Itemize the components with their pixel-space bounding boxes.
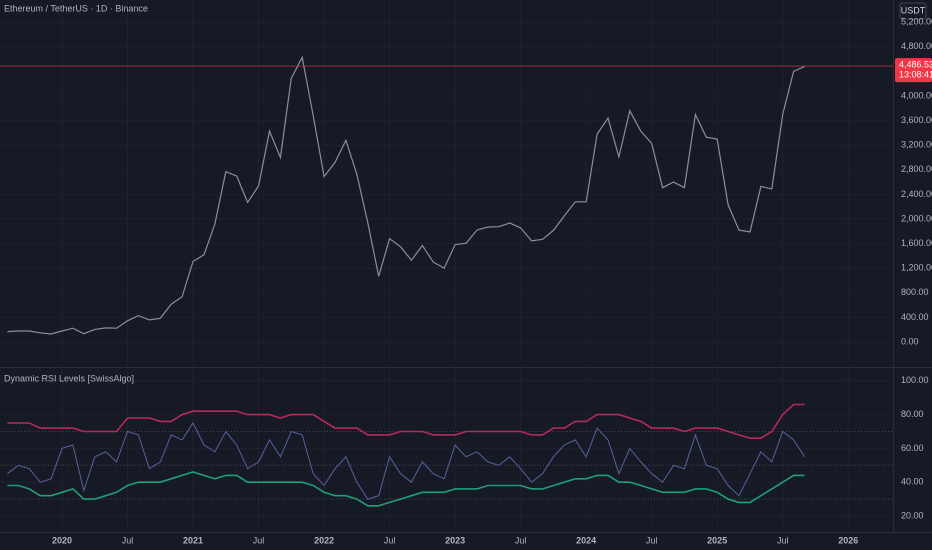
last-price-label: 4,486.53 [899, 59, 932, 69]
x-tick-label: 2024 [576, 535, 596, 545]
grid [0, 430, 893, 500]
x-tick-label: 2023 [445, 535, 465, 545]
marks [7, 55, 806, 507]
y-tick-label: 0.00 [901, 336, 919, 346]
y-tick-label: 4,800.00 [901, 41, 932, 51]
x-tick-label: 2020 [52, 535, 72, 545]
x-tick-label: 2025 [707, 535, 727, 545]
y-tick-label: 20.00 [901, 510, 924, 520]
y-tick-label: 2,800.00 [901, 164, 932, 174]
x-tick-label: Jul [384, 535, 396, 545]
y-tick-label: 3,600.00 [901, 115, 932, 125]
series-line [7, 403, 805, 439]
y-tick-label: 60.00 [901, 443, 924, 453]
y-tick-label: 5,200.00 [901, 17, 932, 27]
x-tick-label: Jul [122, 535, 134, 545]
x-tick-label: Jul [253, 535, 265, 545]
y-tick-label: 3,200.00 [901, 140, 932, 150]
y-tick-label: 800.00 [901, 287, 929, 297]
y-tick-label: 100.00 [901, 375, 929, 385]
x-tick-label: Jul [646, 535, 658, 545]
series-line [7, 421, 806, 500]
x-tick-label: 2021 [183, 535, 203, 545]
y-tick-label: 4,000.00 [901, 90, 932, 100]
chart-title: Ethereum / TetherUS · 1D · Binance [4, 3, 148, 13]
countdown-label: 13:08:41 [899, 69, 932, 79]
y-tick-label: 1,600.00 [901, 238, 932, 248]
y-tick-label: 400.00 [901, 312, 929, 322]
y-tick-label: 1,200.00 [901, 263, 932, 273]
indicator-title: Dynamic RSI Levels [SwissAlgo] [4, 373, 134, 383]
y-tick-label: 2,000.00 [901, 213, 932, 223]
currency-button[interactable] [899, 2, 927, 20]
x-tick-label: Jul [515, 535, 527, 545]
y-tick-label: 80.00 [901, 409, 924, 419]
price-line [7, 55, 805, 335]
currency-label[interactable]: USDT [901, 5, 926, 15]
last-price-box [895, 58, 932, 83]
x-tick-label: Jul [777, 535, 789, 545]
x-tick-label: 2022 [314, 535, 334, 545]
y-tick-label: 40.00 [901, 477, 924, 487]
series-line [7, 471, 805, 507]
x-tick-label: 2026 [838, 535, 858, 545]
y-tick-label: 2,400.00 [901, 189, 932, 199]
